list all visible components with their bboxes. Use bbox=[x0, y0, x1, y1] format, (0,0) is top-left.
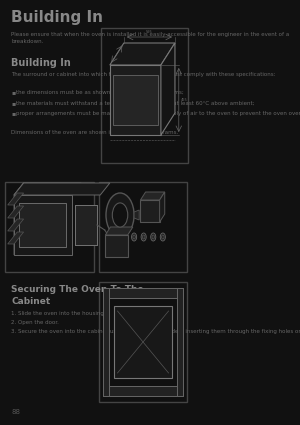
Polygon shape bbox=[160, 192, 165, 222]
Text: Building In: Building In bbox=[11, 58, 71, 68]
Bar bbox=[103, 288, 183, 298]
Text: 455: 455 bbox=[181, 98, 188, 102]
Circle shape bbox=[133, 235, 135, 239]
Text: ▪: ▪ bbox=[11, 90, 16, 95]
Polygon shape bbox=[8, 232, 24, 244]
Bar bbox=[177, 288, 183, 396]
Circle shape bbox=[141, 233, 146, 241]
Circle shape bbox=[142, 235, 145, 239]
Text: Cabinet: Cabinet bbox=[11, 297, 51, 306]
Text: the dimensions must be as shown in the  relevant diagrams;: the dimensions must be as shown in the r… bbox=[16, 90, 184, 95]
Polygon shape bbox=[161, 43, 175, 135]
Text: 2. Open the door.: 2. Open the door. bbox=[11, 320, 59, 325]
Bar bbox=[99, 282, 187, 402]
Circle shape bbox=[151, 233, 156, 241]
Circle shape bbox=[160, 233, 165, 241]
Bar bbox=[19, 203, 66, 247]
Text: 3. Secure the oven into the cabinet using the screws provided, inserting them th: 3. Secure the oven into the cabinet usin… bbox=[11, 329, 300, 334]
Polygon shape bbox=[110, 43, 175, 65]
Text: the materials must withstand a temperature increase of at least 60°C above ambie: the materials must withstand a temperatu… bbox=[16, 101, 254, 106]
Circle shape bbox=[106, 193, 134, 237]
Circle shape bbox=[161, 235, 164, 239]
Bar bbox=[101, 28, 188, 163]
Polygon shape bbox=[8, 206, 24, 218]
Bar bbox=[14, 195, 71, 255]
Text: 1. Slide the oven into the housing.: 1. Slide the oven into the housing. bbox=[11, 311, 106, 316]
Text: Dimensions of the oven are shown in the relevant diagrams.: Dimensions of the oven are shown in the … bbox=[11, 130, 179, 135]
Text: proper arrangements must be made of a continuous supply of air to the oven to pr: proper arrangements must be made of a co… bbox=[16, 111, 300, 116]
Circle shape bbox=[152, 235, 154, 239]
Bar bbox=[5, 182, 94, 272]
Bar bbox=[113, 75, 158, 125]
Bar bbox=[103, 288, 109, 396]
Circle shape bbox=[131, 233, 136, 241]
Text: Please ensure that when the oven is installed it is easily accessible for the en: Please ensure that when the oven is inst… bbox=[11, 32, 290, 44]
Text: ▪: ▪ bbox=[11, 111, 16, 116]
Bar bbox=[140, 200, 160, 222]
Polygon shape bbox=[14, 183, 81, 195]
Circle shape bbox=[112, 203, 128, 227]
Polygon shape bbox=[14, 183, 110, 195]
Bar bbox=[114, 306, 172, 378]
Text: Securing The Oven To The: Securing The Oven To The bbox=[11, 285, 144, 294]
Polygon shape bbox=[140, 192, 165, 200]
Bar bbox=[75, 205, 97, 245]
Bar bbox=[75, 205, 97, 245]
Text: 595: 595 bbox=[146, 30, 153, 34]
Polygon shape bbox=[8, 219, 24, 231]
Bar bbox=[99, 182, 187, 272]
Polygon shape bbox=[105, 227, 133, 235]
Text: The surround or cabinet into which the oven will be built must comply with these: The surround or cabinet into which the o… bbox=[11, 72, 276, 77]
Bar bbox=[103, 386, 183, 396]
Text: ▪: ▪ bbox=[11, 101, 16, 106]
Polygon shape bbox=[8, 193, 24, 205]
Bar bbox=[105, 235, 128, 257]
Polygon shape bbox=[134, 210, 139, 220]
Text: 88: 88 bbox=[11, 409, 20, 415]
Bar bbox=[110, 65, 161, 135]
Polygon shape bbox=[14, 183, 24, 255]
Text: Building In: Building In bbox=[11, 10, 104, 25]
